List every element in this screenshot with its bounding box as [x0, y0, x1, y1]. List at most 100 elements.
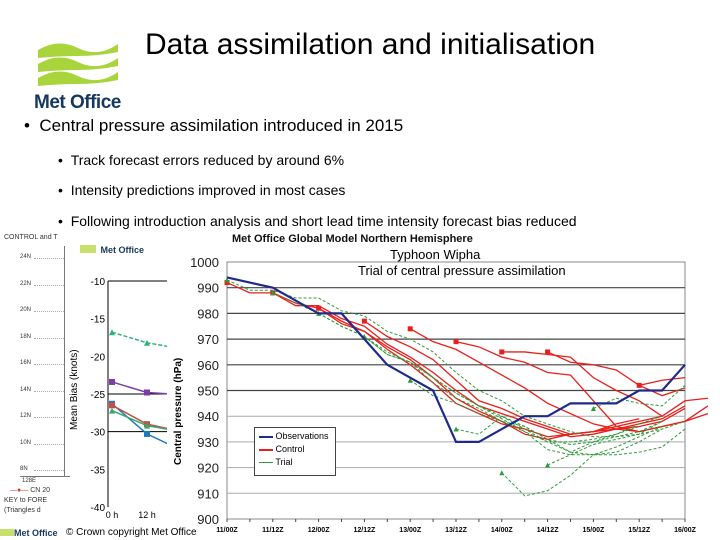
legend-observations: Observations — [259, 431, 335, 441]
control-series-line — [501, 351, 708, 417]
lat-gridline — [34, 417, 64, 418]
control-start-point — [224, 280, 230, 286]
lat-gridline — [34, 284, 64, 286]
bias-xtick: 0 h — [106, 510, 119, 520]
lat-gridline — [34, 443, 64, 445]
main-xtick: 12/12Z — [354, 527, 377, 534]
chart-header: Met Office Global Model Northern Hemisph… — [232, 233, 473, 245]
legend-trial: Trial — [259, 457, 335, 467]
main-ytick: 920 — [197, 461, 219, 476]
trial-series-line — [409, 379, 663, 456]
trial-start-point — [270, 290, 276, 296]
control-start-point — [545, 349, 551, 355]
bias-ytick: -40 — [91, 503, 106, 514]
bias-point — [109, 329, 115, 336]
main-xtick: 14/00Z — [491, 527, 514, 534]
track-lon-label: 128E — [22, 478, 37, 484]
main-ytick: 900 — [197, 512, 219, 527]
met-office-logo — [34, 36, 122, 92]
copyright: © Crown copyright Met Office — [66, 527, 197, 538]
bullet-text: Central pressure assimilation introduced… — [39, 116, 404, 135]
trial-start-point — [545, 462, 551, 468]
lat-label: 22N — [20, 280, 32, 287]
lat-gridline — [34, 337, 64, 339]
chart-title: Typhoon Wipha — [390, 247, 481, 262]
control-series-line — [226, 281, 686, 438]
lat-gridline — [34, 364, 64, 365]
bias-logo: Met Office — [80, 240, 168, 258]
main-ytick: 960 — [197, 358, 219, 373]
main-ytick: 930 — [197, 435, 219, 450]
main-xtick: 15/12Z — [628, 527, 651, 534]
track-panel-header: CONTROL and T — [4, 234, 58, 241]
main-ytick: 910 — [197, 486, 219, 501]
lat-label: 14N — [20, 386, 32, 393]
bias-ytick: -25 — [91, 390, 106, 401]
control-start-point — [361, 318, 367, 324]
bias-point — [109, 378, 115, 385]
main-ylabel: Central pressure (hPa) — [173, 357, 184, 465]
lat-gridline — [34, 390, 64, 392]
sub-bullet: • Following introduction analysis and sh… — [58, 213, 577, 229]
sub-bullet-text: Following introduction analysis and shor… — [70, 213, 577, 229]
logo-waves-icon — [0, 529, 14, 536]
main-xtick: 11/00Z — [216, 527, 238, 534]
control-start-point — [407, 326, 413, 332]
trial-start-point — [407, 377, 413, 383]
main-ytick: 950 — [197, 384, 219, 399]
bias-ytick: -30 — [91, 428, 106, 439]
control-start-point — [499, 349, 505, 355]
trial-series-line — [364, 336, 663, 453]
main-ytick: 970 — [197, 332, 219, 347]
trial-series-line — [501, 428, 686, 497]
main-ytick: 1000 — [190, 255, 219, 270]
lat-gridline — [34, 311, 64, 312]
bias-point — [144, 430, 150, 437]
logo-waves-icon — [80, 244, 96, 253]
lat-label: 12N — [20, 413, 32, 419]
lat-label: 10N — [20, 439, 32, 446]
trial-start-point — [453, 426, 459, 432]
bias-point — [109, 407, 115, 414]
footer-logo: Met Office — [0, 528, 58, 539]
control-series-line — [455, 341, 709, 433]
trial-series-line — [547, 420, 663, 466]
lat-gridline — [34, 470, 64, 471]
main-xtick: 11/12Z — [262, 527, 284, 534]
control-series-line — [272, 292, 663, 440]
bias-ytick: -35 — [91, 465, 106, 476]
main-xtick: 12/00Z — [308, 527, 331, 534]
bias-point — [144, 389, 150, 396]
sub-bullet: • Intensity predictions improved in most… — [58, 182, 346, 198]
bias-series-group — [109, 329, 167, 445]
trial-start-point — [590, 405, 596, 411]
main-xtick: 16/00Z — [674, 527, 697, 534]
main-xtick: 14/12Z — [537, 527, 560, 534]
bias-point — [144, 339, 150, 346]
bias-ytick: -20 — [91, 352, 106, 363]
lat-label: 24N — [20, 254, 32, 260]
trial-series-line — [593, 384, 686, 409]
control-series-line — [364, 320, 686, 435]
track-key: KEY to FORE — [4, 497, 48, 504]
lat-label: 18N — [20, 333, 32, 340]
main-ytick: 980 — [197, 306, 219, 321]
trial-start-point — [224, 277, 230, 283]
bias-point — [144, 422, 150, 429]
main-xtick: 15/00Z — [583, 527, 606, 534]
lat-label: 8N — [20, 466, 28, 472]
trial-series-line — [455, 415, 663, 456]
main-xtick: 13/00Z — [399, 527, 422, 534]
control-start-point — [316, 305, 322, 311]
bias-point — [109, 402, 115, 409]
bullet-main: • Central pressure assimilation introduc… — [24, 116, 404, 135]
control-start-point — [453, 339, 459, 345]
met-office-logo-text: Met Office — [34, 92, 121, 113]
control-start-point — [636, 382, 642, 388]
control-series-line — [639, 377, 686, 386]
sub-bullet: • Track forecast errors reduced by aroun… — [58, 152, 345, 168]
trial-series-line — [318, 312, 640, 445]
lat-label: 16N — [20, 360, 32, 366]
sub-bullet-text: Intensity predictions improved in most c… — [70, 182, 346, 198]
